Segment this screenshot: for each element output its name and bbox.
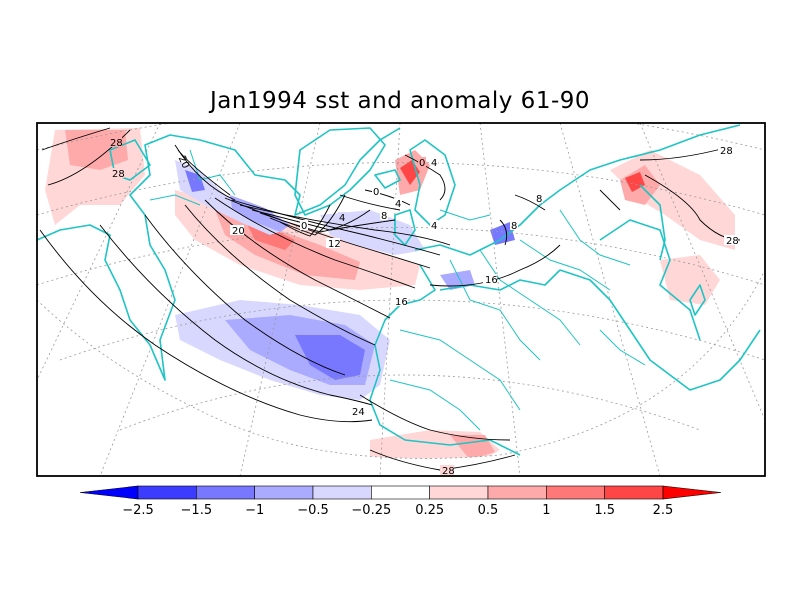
coastlines <box>37 124 761 456</box>
svg-text:8: 8 <box>511 221 517 232</box>
colorbar-label-2: −1 <box>245 503 264 518</box>
svg-text:28: 28 <box>720 146 733 157</box>
colorbar-bin-2 <box>196 485 255 500</box>
colorbar-bin-6 <box>429 485 489 500</box>
colorbar-bin-9 <box>604 485 664 500</box>
country-borders <box>149 149 646 431</box>
colorbar-bin-4 <box>312 485 372 500</box>
coast-iceland <box>374 169 401 189</box>
map-frame <box>36 122 766 477</box>
svg-text:8: 8 <box>381 211 387 222</box>
colorbar-label-9: 2.5 <box>653 503 674 518</box>
svg-text:28: 28 <box>112 169 125 180</box>
svg-text:28: 28 <box>726 236 739 247</box>
svg-text:28: 28 <box>442 466 455 477</box>
contour-labels: 28 28 20 20 0 4 8 12 16 16 24 28 0 0 <box>108 137 739 477</box>
svg-text:4: 4 <box>339 213 345 224</box>
svg-text:0: 0 <box>301 221 307 232</box>
colorbar-bin-0 <box>79 485 139 500</box>
svg-text:16: 16 <box>485 275 498 286</box>
coast-japan <box>689 284 706 316</box>
anomaly-patch-warm-east <box>660 255 720 305</box>
colorbar-label-5: 0.25 <box>415 503 444 518</box>
sst-contours <box>39 127 741 471</box>
projection-edge <box>37 269 765 459</box>
svg-text:20: 20 <box>232 226 245 237</box>
coast-britain <box>394 209 416 246</box>
svg-text:20: 20 <box>176 154 191 170</box>
colorbar-bin-10 <box>662 485 722 500</box>
anomaly-patch-warm-pacific-peak <box>625 172 645 192</box>
coast-kamchatka <box>639 184 666 261</box>
anomaly-patch-cool-subtropical-core <box>295 335 365 380</box>
coast-scandinavia <box>409 139 456 226</box>
svg-text:0: 0 <box>373 187 379 198</box>
coast-asia-east <box>559 269 761 391</box>
anomaly-patch-cool-blacksea <box>490 222 515 245</box>
svg-text:28: 28 <box>110 138 123 149</box>
coast-iberia-africa <box>369 264 521 456</box>
svg-text:8: 8 <box>536 194 542 205</box>
svg-text:4: 4 <box>431 158 437 169</box>
colorbar-label-6: 0.5 <box>478 503 499 518</box>
colorbar-label-0: −2.5 <box>122 503 154 518</box>
svg-text:16: 16 <box>395 297 408 308</box>
coast-greenland <box>294 127 386 216</box>
colorbar-bin-7 <box>487 485 547 500</box>
colorbar-bin-8 <box>546 485 605 500</box>
coast-mediterranean <box>439 269 561 291</box>
colorbar-bin-3 <box>254 485 314 500</box>
svg-text:24: 24 <box>352 407 365 418</box>
svg-text:0: 0 <box>419 158 425 169</box>
svg-text:4: 4 <box>431 221 437 232</box>
colorbar-label-7: 1 <box>542 503 550 518</box>
colorbar-label-1: −1.5 <box>181 503 213 518</box>
colorbar-bin-1 <box>137 485 197 500</box>
colorbar-label-4: −0.25 <box>351 503 391 518</box>
coast-europe <box>414 124 741 256</box>
svg-text:4: 4 <box>395 199 401 210</box>
colorbar-label-3: −0.5 <box>297 503 329 518</box>
colorbar-bin-5 <box>371 485 430 500</box>
map-title: Jan1994 sst and anomaly 61-90 <box>209 88 591 114</box>
anomaly-patch-cool-labrador-core <box>185 170 205 192</box>
coast-asia-north <box>599 219 701 341</box>
colorbar-label-8: 1.5 <box>594 503 615 518</box>
svg-text:12: 12 <box>328 239 341 250</box>
